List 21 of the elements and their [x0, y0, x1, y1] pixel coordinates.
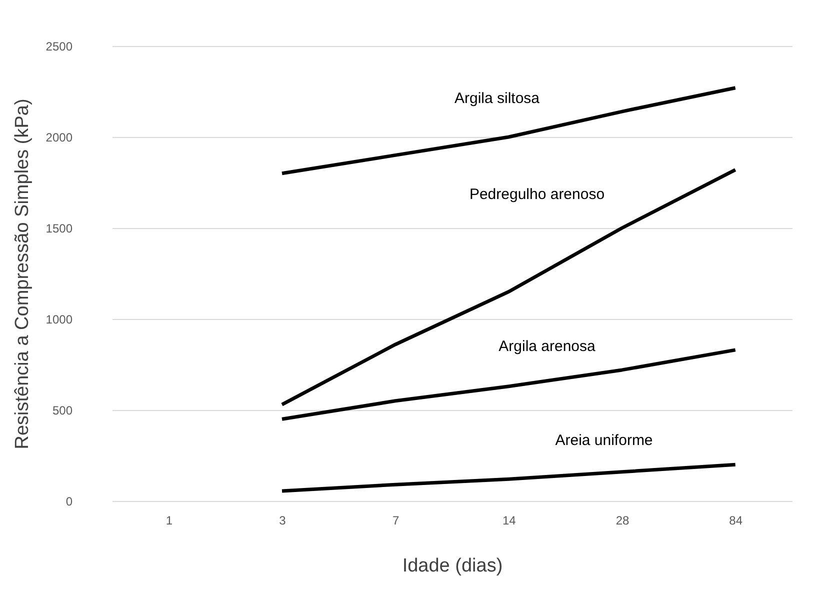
x-tick-label: 3: [279, 514, 286, 528]
line-series: [280, 86, 738, 176]
y-tick-label: 500: [52, 404, 73, 418]
x-tick-label: 14: [502, 514, 516, 528]
series-label: Argila arenosa: [498, 338, 596, 355]
line-series: [280, 462, 738, 493]
y-axis-title: Resistência a Compressão Simples (kPa): [12, 98, 33, 450]
x-tick-label: 84: [729, 514, 743, 528]
text: Pedregulho arenoso: [469, 186, 605, 203]
y-tick-label: 2500: [46, 40, 73, 54]
x-axis-title: Idade (dias): [402, 556, 503, 576]
y-tick-label: 1000: [46, 312, 73, 326]
x-tick-label: 7: [392, 514, 400, 528]
series-label: Argila siltosa: [454, 90, 540, 107]
y-tick-label: 0: [66, 494, 73, 508]
y-tick-label: 2000: [46, 130, 73, 144]
x-tick-label: 28: [616, 514, 630, 528]
line-series: [280, 168, 738, 406]
x-tick-label: 1: [166, 514, 173, 528]
y-tick-label: 1500: [46, 222, 73, 236]
series-label: Areia uniforme: [555, 432, 653, 449]
